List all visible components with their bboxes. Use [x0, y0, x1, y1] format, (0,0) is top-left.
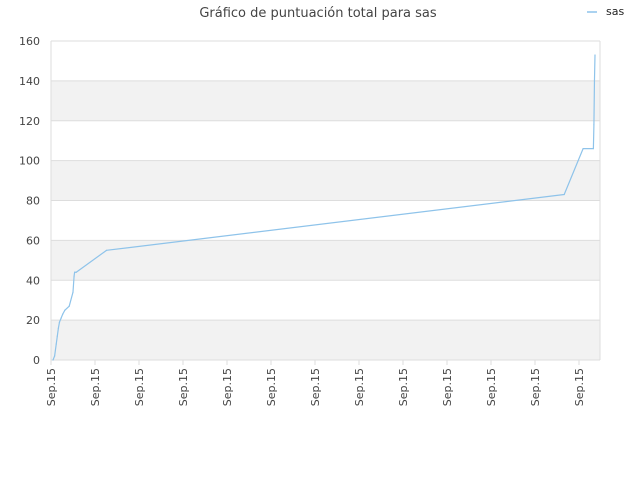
legend: sas [587, 5, 624, 18]
gridlines [51, 40, 600, 361]
x-tick-label: Sep.15 [397, 368, 410, 406]
data-point [72, 291, 74, 293]
y-tick-label: 160 [19, 35, 40, 48]
data-point [68, 305, 70, 307]
x-tick-label: Sep.15 [177, 368, 190, 406]
data-point [60, 317, 62, 319]
y-tick-label: 40 [26, 274, 40, 287]
legend-label-sas: sas [606, 5, 624, 18]
data-point [75, 271, 77, 273]
data-point [52, 359, 54, 361]
data-point [62, 313, 64, 315]
data-point [55, 343, 57, 345]
x-tick-label: Sep.15 [45, 368, 58, 406]
grid-band [51, 160, 600, 201]
series-layer [52, 54, 596, 361]
x-tick-label: Sep.15 [529, 368, 542, 406]
x-tick-label: Sep.15 [133, 368, 146, 406]
x-tick-label: Sep.15 [309, 368, 322, 406]
data-point [57, 327, 60, 329]
x-tick-label: Sep.15 [221, 368, 234, 406]
grid-band [51, 240, 600, 281]
data-point [56, 335, 58, 337]
x-tick-label: Sep.15 [573, 368, 586, 406]
grid-bands [51, 80, 600, 360]
x-tick-label: Sep.15 [89, 368, 102, 406]
x-axis-ticks: Sep.15 Sep.15 Sep.15 Sep.15 Sep.15 Sep.15 Sep.… [45, 360, 586, 406]
axes [50, 41, 601, 361]
y-tick-label: 100 [19, 155, 40, 168]
data-point [64, 309, 66, 311]
chart-title: Gráfico de puntuación total para sas [199, 6, 437, 21]
y-tick-label: 140 [19, 75, 40, 88]
grid-band [51, 320, 600, 360]
data-point [593, 124, 595, 126]
data-point [593, 80, 596, 82]
data-point [74, 271, 76, 273]
data-point [58, 321, 61, 323]
y-tick-label: 20 [26, 314, 40, 327]
x-tick-label: Sep.15 [441, 368, 454, 406]
x-tick-label: Sep.15 [485, 368, 498, 406]
data-point [54, 355, 56, 357]
y-tick-label: 80 [26, 195, 40, 208]
y-tick-label: 120 [19, 115, 40, 128]
data-point [563, 193, 565, 196]
y-axis-ticks: 0 20 40 60 80 100 120 140 160 [19, 35, 40, 367]
data-point [592, 148, 594, 150]
grid-band [51, 80, 600, 121]
data-point [105, 249, 108, 251]
x-tick-label: Sep.15 [265, 368, 278, 406]
data-point [73, 275, 75, 277]
data-point [594, 54, 596, 56]
data-point [582, 148, 584, 150]
y-tick-label: 60 [26, 234, 40, 247]
x-tick-label: Sep.15 [353, 368, 366, 406]
y-tick-label: 0 [33, 354, 40, 367]
